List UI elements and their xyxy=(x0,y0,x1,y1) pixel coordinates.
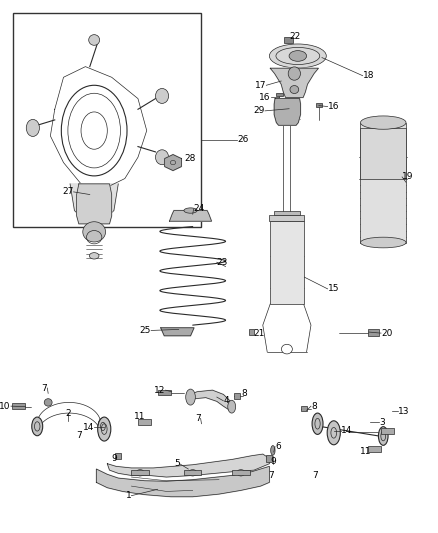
Ellipse shape xyxy=(189,470,197,476)
Text: 15: 15 xyxy=(328,285,339,293)
Ellipse shape xyxy=(89,253,99,259)
Ellipse shape xyxy=(26,119,39,136)
Ellipse shape xyxy=(184,208,197,213)
Ellipse shape xyxy=(288,67,300,80)
Bar xyxy=(184,470,201,475)
Ellipse shape xyxy=(281,344,293,354)
Ellipse shape xyxy=(271,446,275,455)
Text: 23: 23 xyxy=(217,258,228,266)
Bar xyxy=(13,13,201,227)
Bar xyxy=(360,128,406,179)
Text: 10: 10 xyxy=(0,402,11,410)
Text: 28: 28 xyxy=(185,155,196,163)
Text: 8: 8 xyxy=(311,402,317,410)
Ellipse shape xyxy=(98,418,108,434)
Ellipse shape xyxy=(378,426,388,445)
Bar xyxy=(368,329,379,336)
Ellipse shape xyxy=(186,389,195,405)
Text: 9: 9 xyxy=(271,457,276,465)
Bar xyxy=(158,390,171,395)
Ellipse shape xyxy=(44,399,52,406)
Text: 22: 22 xyxy=(289,32,300,41)
Ellipse shape xyxy=(360,237,406,248)
Text: 11: 11 xyxy=(134,413,145,421)
Bar xyxy=(381,428,394,434)
Text: 20: 20 xyxy=(381,329,392,337)
Text: 21: 21 xyxy=(253,329,265,337)
Text: 7: 7 xyxy=(77,431,82,440)
Text: 16: 16 xyxy=(328,102,339,111)
Bar xyxy=(316,103,322,107)
Polygon shape xyxy=(170,211,212,221)
Text: 18: 18 xyxy=(363,71,374,80)
Ellipse shape xyxy=(237,470,245,476)
Polygon shape xyxy=(274,99,300,125)
Text: 27: 27 xyxy=(62,188,74,196)
Text: 14: 14 xyxy=(341,426,352,435)
Bar xyxy=(284,37,293,43)
Text: 7: 7 xyxy=(268,471,274,480)
Ellipse shape xyxy=(136,470,144,476)
Bar xyxy=(360,123,406,243)
Ellipse shape xyxy=(88,35,99,45)
Bar xyxy=(301,406,307,411)
Text: 5: 5 xyxy=(174,459,180,468)
Bar xyxy=(234,393,240,399)
Bar xyxy=(276,93,283,96)
Ellipse shape xyxy=(83,222,106,242)
Polygon shape xyxy=(96,466,269,497)
Polygon shape xyxy=(77,184,112,224)
Ellipse shape xyxy=(289,51,307,61)
Text: 19: 19 xyxy=(402,173,413,181)
Ellipse shape xyxy=(32,417,43,436)
Ellipse shape xyxy=(269,44,326,68)
Text: 29: 29 xyxy=(254,107,265,115)
Ellipse shape xyxy=(290,86,299,94)
Polygon shape xyxy=(270,68,318,98)
Ellipse shape xyxy=(360,116,406,130)
Bar xyxy=(368,446,381,452)
Text: 1: 1 xyxy=(126,491,131,500)
Ellipse shape xyxy=(155,88,169,103)
Text: 7: 7 xyxy=(42,384,47,392)
Ellipse shape xyxy=(312,413,323,434)
Ellipse shape xyxy=(327,421,340,445)
Text: 16: 16 xyxy=(259,93,271,101)
Text: 17: 17 xyxy=(255,81,266,90)
Polygon shape xyxy=(70,184,118,221)
Ellipse shape xyxy=(98,417,111,441)
Text: 6: 6 xyxy=(275,442,281,451)
Text: 7: 7 xyxy=(195,414,201,423)
Bar xyxy=(274,211,300,215)
Text: 3: 3 xyxy=(379,418,385,426)
Bar xyxy=(266,455,272,462)
Bar xyxy=(270,221,304,304)
Ellipse shape xyxy=(228,400,236,413)
Polygon shape xyxy=(107,454,269,477)
Bar xyxy=(115,453,121,459)
Text: 8: 8 xyxy=(242,389,247,398)
Bar xyxy=(232,470,250,475)
Bar xyxy=(269,215,304,221)
Text: 24: 24 xyxy=(194,205,205,213)
Text: 7: 7 xyxy=(312,471,318,480)
Text: 13: 13 xyxy=(398,407,409,416)
Text: 25: 25 xyxy=(140,326,151,335)
Bar xyxy=(249,329,254,335)
Bar xyxy=(12,403,25,409)
Bar xyxy=(138,419,151,425)
Polygon shape xyxy=(161,328,194,336)
Polygon shape xyxy=(165,155,181,171)
Text: 11: 11 xyxy=(360,448,371,456)
Text: 9: 9 xyxy=(112,454,117,463)
Polygon shape xyxy=(191,390,232,410)
Text: 14: 14 xyxy=(83,423,94,432)
Bar xyxy=(131,470,149,475)
Text: 2: 2 xyxy=(65,409,71,417)
Ellipse shape xyxy=(155,150,169,165)
Text: 4: 4 xyxy=(223,397,229,405)
Text: 12: 12 xyxy=(154,386,166,394)
Text: 26: 26 xyxy=(237,135,249,144)
